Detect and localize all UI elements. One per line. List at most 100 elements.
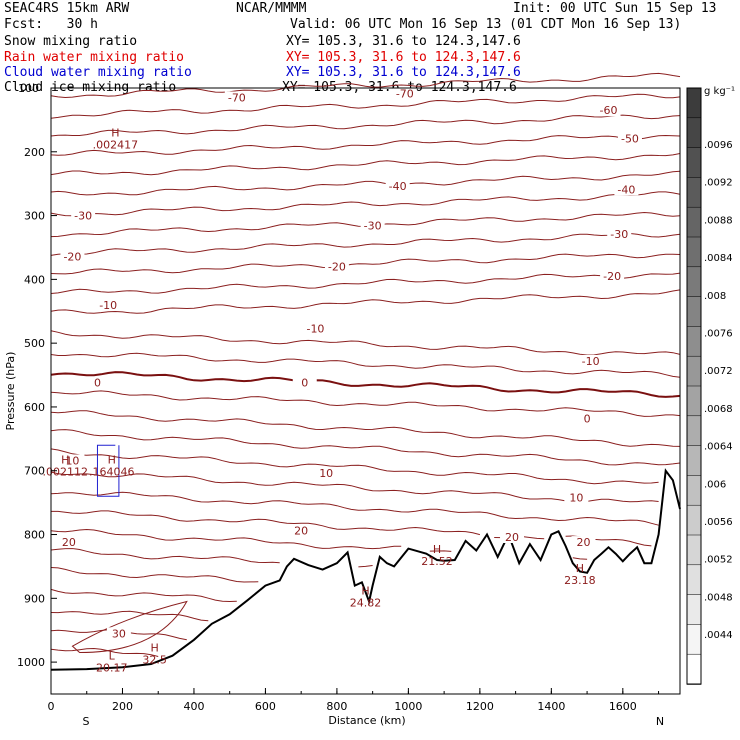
isotherm-line — [50, 588, 237, 603]
y-tick-label: 1000 — [17, 656, 45, 669]
colorbar-swatch — [686, 177, 702, 208]
isotherm-line — [50, 371, 681, 398]
colorbar-label: .0096 — [704, 140, 733, 151]
isotherm-label: 0 — [94, 377, 101, 390]
isotherm-label-bg — [385, 180, 410, 193]
isotherm-label: 10 — [569, 491, 583, 504]
isotherm-label: 10 — [65, 454, 79, 467]
colorbar-label: .0076 — [704, 329, 733, 340]
isotherm-label-bg — [96, 298, 121, 311]
colorbar-label: .0084 — [704, 253, 733, 264]
isotherm-label-bg — [324, 260, 349, 273]
field-xy-cloud-water: XY= 105.3, 31.6 to 124.3,147.6 — [286, 65, 521, 80]
colorbar-swatch — [686, 385, 702, 417]
x-tick-label: 600 — [255, 700, 276, 713]
direction-north: N — [656, 715, 664, 728]
isotherm-label: -10 — [306, 322, 324, 335]
extremum-value: 32.5 — [142, 654, 167, 667]
isotherm-line — [50, 491, 659, 526]
isotherm-label-bg — [575, 412, 600, 425]
isotherm-line — [50, 289, 681, 314]
colorbar-swatch — [686, 653, 702, 685]
isotherm-label-bg — [56, 536, 81, 549]
x-tick-label: 0 — [48, 700, 55, 713]
field-xy-rain: XY= 105.3, 31.6 to 124.3,147.6 — [286, 50, 521, 65]
forecast-hour: Fcst: 30 h — [4, 17, 98, 32]
colorbar-label: .0056 — [704, 517, 733, 528]
isotherm-label-bg — [607, 227, 632, 240]
colorbar-swatch — [686, 206, 702, 238]
colorbar-label: .0068 — [704, 404, 733, 415]
isotherm-label: 20 — [505, 531, 519, 544]
colorbar-label: .0072 — [704, 366, 733, 377]
isotherm-label-bg — [85, 376, 110, 389]
cloud-water-contour — [96, 444, 120, 497]
colorbar-swatch — [686, 534, 702, 566]
y-tick-label: 500 — [24, 337, 45, 350]
isotherm-label: -40 — [617, 183, 635, 196]
isotherm-label: -20 — [603, 270, 621, 283]
axes: 0 200 400 600 800 1000 1200 1400 160020030040050… — [17, 146, 660, 713]
isotherm-line — [50, 352, 681, 378]
isotherm-label-bg — [617, 132, 642, 145]
isotherm-label: -10 — [582, 355, 600, 368]
colorbar-swatch — [686, 296, 702, 328]
isotherm-line — [50, 170, 681, 196]
isotherm-label: -30 — [74, 209, 92, 222]
isotherm-label-bg — [289, 524, 314, 537]
isotherm-label-bg — [303, 322, 328, 335]
isotherm-line — [50, 330, 681, 356]
isotherm-line — [50, 410, 681, 447]
isotherm-label-bg — [71, 209, 96, 222]
isotherm-line — [50, 253, 681, 275]
isotherm-label-bg — [600, 270, 625, 283]
isotherm-label: 20 — [294, 525, 308, 538]
isotherm-label-bg — [571, 536, 596, 549]
field-label-snow: Snow mixing ratio — [4, 34, 138, 49]
isotherm-label-bg — [314, 467, 339, 480]
extremum-value: .002112 — [43, 466, 89, 479]
init-time: Init: 00 UTC Sun 15 Sep 13 — [513, 1, 717, 16]
direction-south: S — [83, 715, 90, 728]
colorbar-swatch — [686, 87, 702, 119]
x-tick-label: 1000 — [394, 700, 422, 713]
colorbar-swatch — [686, 415, 702, 447]
isotherm-line — [50, 390, 681, 417]
isotherm-label: -20 — [328, 261, 346, 274]
x-tick-label: 1400 — [537, 700, 565, 713]
extremum-mark: H — [433, 543, 441, 556]
isotherm-label: -30 — [364, 220, 382, 233]
x-tick-label: 400 — [183, 700, 204, 713]
x-tick-label: 200 — [112, 700, 133, 713]
extremum-value: .002417 — [93, 138, 139, 151]
y-axis-title: Pressure (hPa) — [4, 352, 17, 431]
extremum-value: 23.18 — [564, 574, 596, 587]
field-label-rain: Rain water mixing ratio — [4, 50, 185, 65]
y-tick-label: 200 — [24, 146, 45, 159]
extremum-mark: H — [111, 126, 119, 139]
isotherm-line — [50, 232, 681, 256]
colorbar-label: .0044 — [704, 630, 733, 641]
contour-labels: -70 -70 -60 -50 -40 -40 -30 -30 -30 -20 -20 -20 -10 -… — [43, 87, 642, 674]
colorbar-label: .0052 — [704, 555, 733, 566]
colorbar-swatch — [686, 445, 702, 477]
model-title: SEAC4RS 15km ARW — [4, 1, 130, 16]
y-tick-label: 400 — [24, 273, 45, 286]
x-tick-label: 1600 — [609, 700, 637, 713]
colorbar-label: .006 — [704, 479, 726, 490]
isotherm-line — [50, 647, 159, 657]
colorbar-label: .0064 — [704, 442, 733, 453]
colorbar-label: .0092 — [704, 178, 733, 189]
x-tick-label: 800 — [326, 700, 347, 713]
y-tick-label: 600 — [24, 401, 45, 414]
terrain-profile — [50, 468, 681, 671]
colorbar-swatch — [686, 504, 702, 536]
colorbar-swatch — [686, 236, 702, 268]
y-tick-label: 800 — [24, 529, 45, 542]
isotherm-line — [50, 134, 681, 156]
extremum-mark: H — [151, 642, 159, 655]
isotherm-line — [50, 272, 681, 294]
isotherm-label: -50 — [621, 132, 639, 145]
isotherm-line — [50, 191, 681, 217]
isotherm-label: 20 — [577, 536, 591, 549]
